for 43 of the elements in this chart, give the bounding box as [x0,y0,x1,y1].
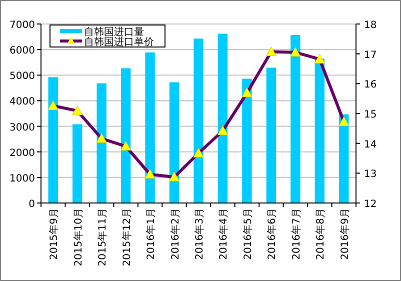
bar [290,34,300,203]
y-tick-label: 4000 [10,96,35,108]
bar [266,68,276,203]
bar [339,114,349,203]
x-tick-label: 2016年6月 [266,208,278,260]
x-tick-label: 2015年12月 [120,208,133,266]
y2-tick-label: 18 [364,20,377,31]
legend-label: 自韩国进口单价 [84,36,154,48]
y-tick-label: 1000 [10,173,35,184]
x-tick-label: 2016年5月 [242,208,254,260]
bar [48,77,58,203]
y-tick-label: 2000 [10,148,35,159]
x-tick-label: 2016年1月 [145,208,158,260]
y-tick-label: 6000 [10,46,35,57]
x-tick-label: 2016年3月 [194,208,206,260]
bar [242,78,252,203]
y2-tick-label: 15 [364,110,377,120]
legend-label: 自韩国进口量 [84,26,144,38]
x-tick-label: 2016年8月 [314,208,327,260]
bar [169,82,180,203]
y2-tick-label: 17 [364,50,377,61]
bar [120,68,131,203]
bar [218,34,228,203]
x-tick-label: 2015年10月 [72,208,84,266]
x-tick-label: 2016年2月 [169,208,182,260]
x-tick-label: 2015年11月 [96,208,109,266]
y-tick-label: 5000 [10,71,35,82]
y2-tick-label: 14 [364,139,377,150]
y2-tick-label: 12 [364,199,377,210]
x-tick-label: 2016年4月 [218,208,230,260]
y2-tick-label: 16 [364,80,377,91]
y2-tick-label: 13 [364,169,377,180]
y-tick-label: 3000 [10,122,35,134]
x-tick-label: 2016年7月 [290,208,302,260]
bar [314,58,324,203]
bar [145,52,155,203]
bar [72,124,82,203]
x-tick-label: 2015年9月 [48,208,60,260]
y-tick-label: 7000 [10,20,35,31]
bar [194,38,204,203]
x-tick-label: 2016年9月 [338,208,351,260]
y-tick-label: 0 [28,199,35,210]
bar [96,83,106,203]
